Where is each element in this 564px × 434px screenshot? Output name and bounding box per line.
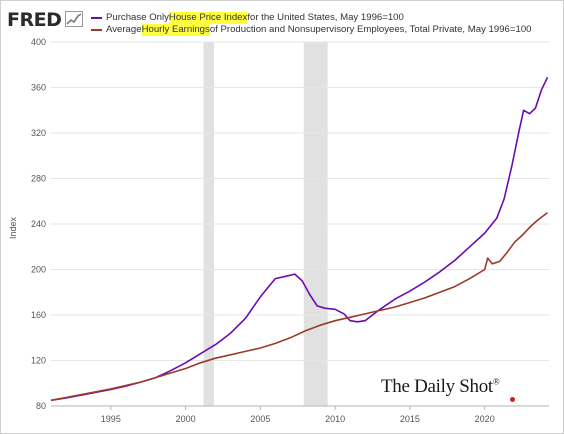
x-tick-label: 2010 bbox=[325, 414, 345, 424]
x-tick-label: 2005 bbox=[250, 414, 270, 424]
fred-logo[interactable]: FRED bbox=[7, 9, 62, 31]
registered-mark: ® bbox=[492, 376, 500, 387]
y-tick-label: 160 bbox=[31, 310, 46, 320]
x-tick-label: 2015 bbox=[400, 414, 420, 424]
series-lines bbox=[50, 76, 549, 402]
y-tick-label: 80 bbox=[36, 401, 46, 411]
legend-text-highlight: House Price Index bbox=[168, 12, 248, 24]
y-tick-label: 240 bbox=[31, 219, 46, 229]
chart-legend: Purchase Only House Price Index for the … bbox=[91, 12, 532, 36]
y-tick-label: 360 bbox=[31, 83, 46, 93]
gridlines bbox=[51, 41, 549, 407]
legend-text-post: of Production and Nonsupervisory Employe… bbox=[209, 24, 532, 35]
legend-text-pre: Purchase Only bbox=[106, 12, 169, 23]
legend-text-highlight: Hourly Earnings bbox=[141, 24, 210, 36]
fred-chart-mark-icon bbox=[65, 11, 83, 27]
series-line-house-price-index[interactable] bbox=[50, 76, 549, 402]
series-line-hourly-earnings[interactable] bbox=[50, 211, 548, 402]
chart-header: FRED Purchase Only House Price Index for… bbox=[7, 7, 559, 37]
x-tick-label: 2000 bbox=[176, 414, 196, 424]
x-tick-label: 2020 bbox=[475, 414, 495, 424]
legend-item-hourly-earnings[interactable]: Average Hourly Earnings of Production an… bbox=[91, 24, 532, 36]
legend-item-house-price-index[interactable]: Purchase Only House Price Index for the … bbox=[91, 12, 532, 24]
y-axis-label: Index bbox=[8, 216, 18, 239]
y-tick-label: 120 bbox=[31, 356, 46, 366]
y-tick-label: 280 bbox=[31, 174, 46, 184]
watermark-logo: The Daily Shot® bbox=[381, 376, 515, 402]
axes: 80 120 160 200 240 280 320 360 400 1995 2000 2005 20… bbox=[31, 37, 549, 424]
y-tick-label: 400 bbox=[31, 37, 46, 47]
legend-text-post: for the United States, May 1996=100 bbox=[247, 12, 404, 23]
watermark-dot-icon bbox=[510, 397, 515, 402]
watermark-text: The Daily Shot bbox=[381, 376, 493, 397]
legend-swatch-hourly-earnings bbox=[91, 29, 102, 31]
legend-text-pre: Average bbox=[106, 24, 142, 35]
legend-swatch-house-price bbox=[91, 17, 102, 19]
x-tick-label: 1995 bbox=[101, 414, 121, 424]
y-tick-label: 200 bbox=[31, 265, 46, 275]
y-tick-label: 320 bbox=[31, 128, 46, 138]
